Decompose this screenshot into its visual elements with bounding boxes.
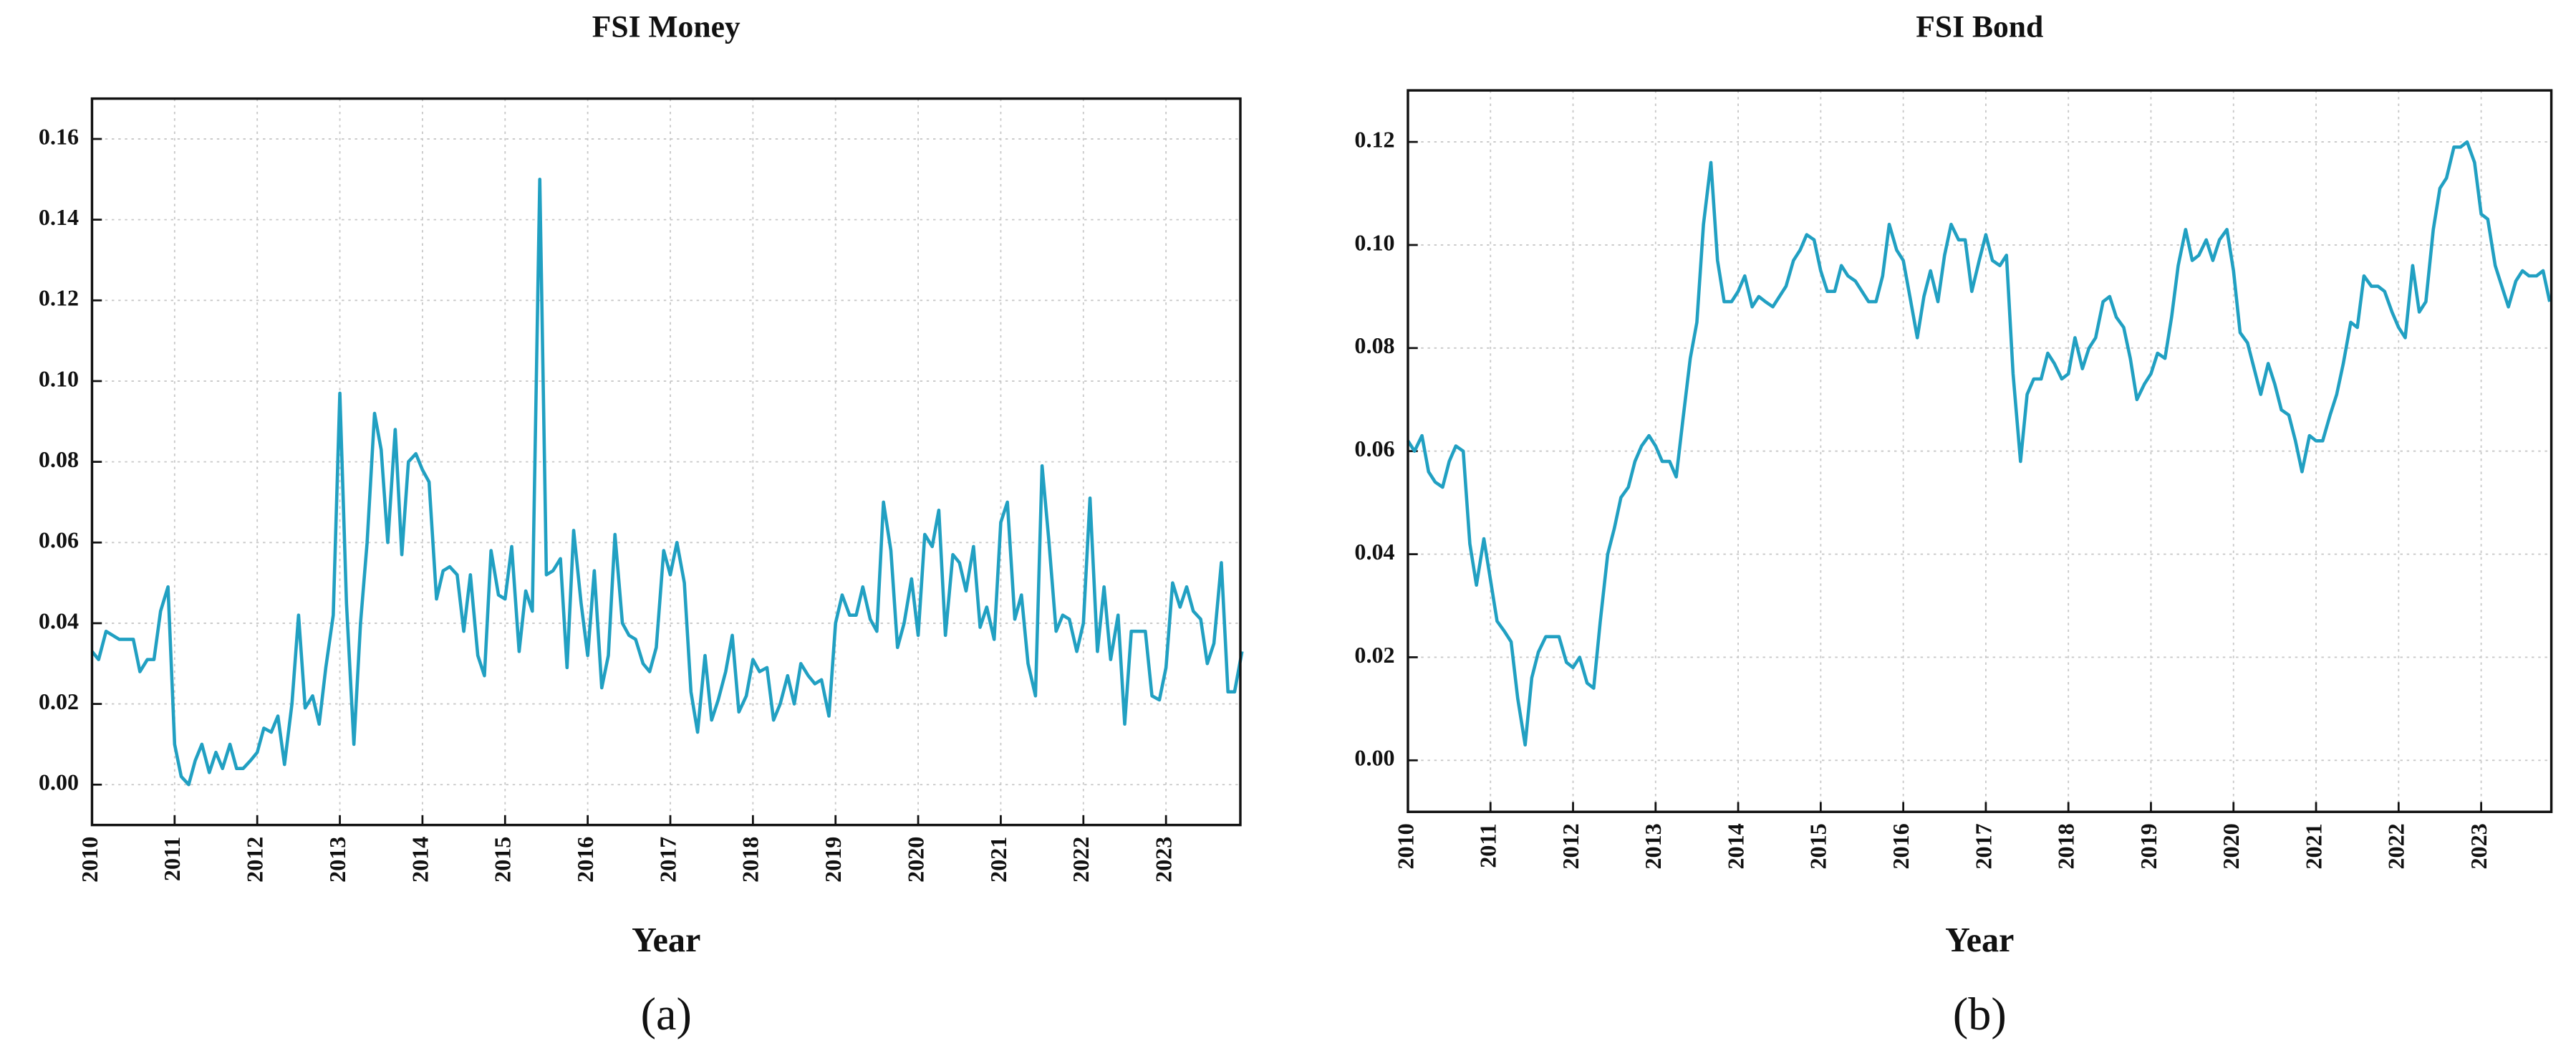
caption: (a) [641,989,692,1040]
y-tick-label: 0.00 [1354,745,1394,771]
x-tick-label: 2011 [159,837,185,881]
x-tick-label: 2017 [655,837,680,883]
x-tick-label: 2021 [2300,823,2326,869]
x-tick-label: 2018 [738,837,763,883]
x-tick-label: 2018 [2053,823,2079,869]
x-axis-label: Year [1945,921,2014,959]
y-tick-label: 0.10 [39,365,79,391]
x-tick-label: 2010 [1392,823,1418,869]
x-tick-label: 2014 [1722,823,1748,869]
y-tick-label: 0.10 [1354,229,1394,255]
x-tick-label: 2022 [2383,823,2409,869]
x-tick-label: 2020 [902,837,928,883]
x-tick-label: 2014 [407,837,433,883]
x-tick-label: 2011 [1475,823,1501,868]
y-tick-label: 0.08 [1354,332,1394,358]
y-tick-label: 0.04 [39,608,79,633]
x-tick-label: 2010 [77,837,102,883]
x-tick-label: 2012 [1558,823,1583,869]
x-tick-label: 2016 [572,837,598,883]
x-tick-label: 2019 [820,837,846,883]
caption: (b) [1953,989,2007,1040]
y-tick-label: 0.02 [1354,642,1394,668]
x-tick-label: 2023 [1151,837,1177,883]
chart-title: FSI Money [592,9,741,44]
y-tick-label: 0.14 [39,204,79,230]
plot-frame [90,97,1242,827]
x-tick-label: 2012 [242,837,268,883]
y-tick-label: 0.06 [1354,436,1394,461]
x-tick-label: 2023 [2466,823,2491,869]
x-tick-label: 2013 [324,837,350,883]
x-axis-label: Year [632,921,700,959]
x-tick-label: 2022 [1068,837,1094,883]
x-tick-label: 2015 [490,837,516,883]
chart-panel: FSI Bond 0.00 0.02 0.04 0.06 0.08 0.10 0.12 2010… [1354,9,2553,1040]
y-tick-label: 0.08 [39,446,79,472]
x-tick-label: 2017 [1970,823,1996,869]
y-tick-label: 0.16 [39,123,79,149]
x-tick-label: 2021 [985,837,1011,883]
y-tick-label: 0.12 [39,285,79,311]
x-tick-label: 2016 [1888,823,1914,869]
plot-frame [1407,89,2553,813]
data-line [90,178,1244,787]
x-tick-label: 2019 [2136,823,2161,869]
data-line [1407,140,2552,747]
y-tick-label: 0.00 [39,769,79,795]
chart-panel: FSI Money 0.00 0.02 0.04 0.06 0.08 0.10 0.12 0.1… [39,9,1244,1040]
y-tick-label: 0.04 [1354,539,1394,565]
x-tick-label: 2015 [1805,823,1831,869]
y-tick-label: 0.12 [1354,126,1394,152]
chart-title: FSI Bond [1916,9,2043,44]
x-tick-label: 2020 [2218,823,2244,869]
x-tick-label: 2013 [1640,823,1666,869]
y-tick-label: 0.02 [39,688,79,714]
y-tick-label: 0.06 [39,527,79,553]
